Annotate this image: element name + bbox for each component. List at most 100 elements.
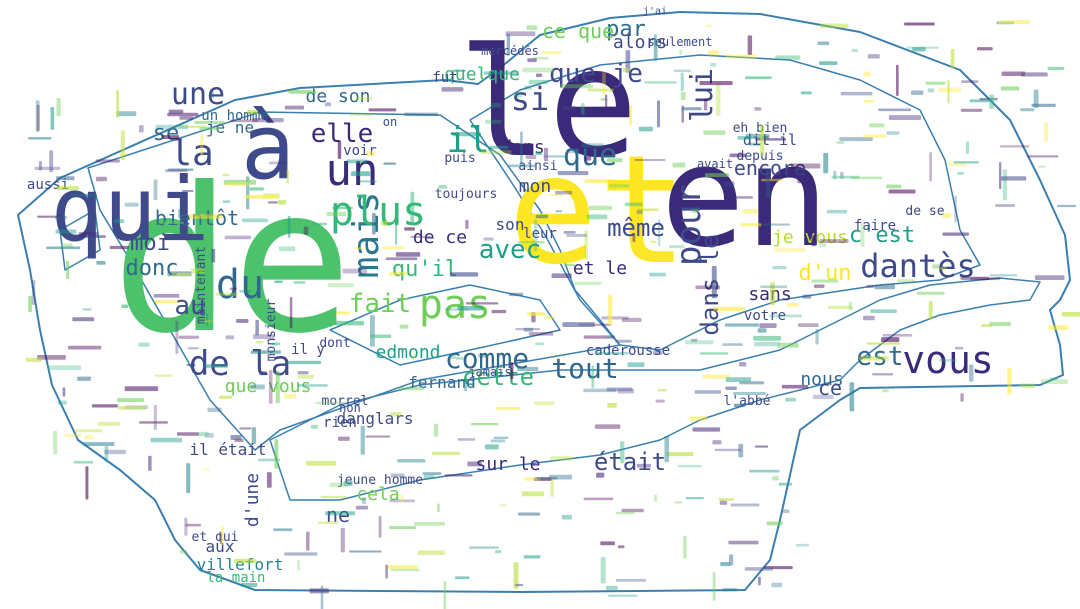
filler-mark bbox=[315, 401, 347, 405]
filler-mark bbox=[595, 351, 629, 355]
filler-mark bbox=[819, 61, 838, 65]
filler-mark bbox=[733, 403, 745, 408]
filler-mark bbox=[85, 466, 89, 500]
filler-mark bbox=[178, 335, 200, 339]
filler-mark bbox=[343, 481, 353, 486]
filler-mark bbox=[638, 208, 659, 211]
filler-mark bbox=[432, 451, 460, 456]
filler-mark bbox=[369, 315, 375, 347]
filler-mark bbox=[510, 362, 514, 380]
filler-mark bbox=[954, 195, 957, 223]
filler-mark bbox=[624, 202, 643, 207]
filler-mark bbox=[881, 337, 900, 343]
filler-mark bbox=[1061, 311, 1080, 317]
filler-mark bbox=[555, 210, 563, 213]
cloud-word: qui bbox=[51, 158, 210, 261]
filler-mark bbox=[490, 102, 502, 108]
filler-mark bbox=[753, 335, 782, 341]
filler-mark bbox=[1000, 145, 1030, 148]
filler-mark bbox=[279, 246, 296, 252]
cloud-word: comme bbox=[445, 342, 529, 375]
cloud-word: cela bbox=[356, 484, 399, 505]
filler-mark bbox=[812, 394, 834, 400]
cloud-word: il était bbox=[189, 440, 266, 459]
filler-mark bbox=[267, 201, 278, 204]
filler-mark bbox=[274, 439, 279, 469]
cloud-word: fernand bbox=[408, 373, 475, 392]
filler-mark bbox=[617, 545, 625, 549]
filler-mark bbox=[465, 219, 469, 230]
filler-mark bbox=[360, 425, 365, 455]
cloud-word: on bbox=[383, 115, 397, 129]
filler-mark bbox=[725, 386, 737, 391]
filler-mark bbox=[1057, 204, 1077, 208]
filler-mark bbox=[464, 377, 468, 392]
filler-mark bbox=[979, 97, 998, 101]
cloud-word: la bbox=[170, 133, 213, 174]
filler-mark bbox=[36, 104, 40, 131]
filler-mark bbox=[368, 108, 397, 112]
filler-mark bbox=[726, 196, 753, 199]
filler-mark bbox=[596, 472, 605, 478]
filler-mark bbox=[627, 362, 645, 368]
filler-mark bbox=[84, 435, 94, 440]
filler-mark bbox=[722, 587, 738, 592]
filler-mark bbox=[109, 245, 129, 250]
filler-mark bbox=[764, 566, 793, 570]
filler-mark bbox=[515, 327, 541, 331]
filler-mark bbox=[702, 374, 730, 379]
filler-mark bbox=[730, 503, 760, 507]
filler-mark bbox=[549, 474, 573, 480]
filler-mark bbox=[748, 142, 762, 146]
filler-mark bbox=[223, 179, 257, 185]
filler-mark bbox=[188, 213, 223, 219]
filler-mark bbox=[888, 115, 922, 121]
cloud-word: sur le bbox=[475, 454, 540, 475]
cloud-word: monsieur bbox=[264, 299, 279, 362]
cloud-word: quelque bbox=[444, 64, 520, 85]
filler-mark bbox=[739, 381, 765, 385]
filler-mark bbox=[337, 436, 350, 441]
filler-mark bbox=[469, 546, 499, 549]
filler-mark bbox=[204, 433, 214, 438]
filler-mark bbox=[477, 353, 487, 358]
filler-mark bbox=[395, 219, 398, 245]
filler-mark bbox=[186, 363, 196, 367]
cloud-word: fut bbox=[432, 70, 457, 86]
filler-mark bbox=[444, 308, 469, 311]
filler-mark bbox=[715, 82, 721, 116]
filler-mark bbox=[37, 215, 63, 218]
cloud-word: leur bbox=[523, 226, 557, 242]
filler-mark bbox=[960, 393, 964, 402]
filler-mark bbox=[652, 350, 663, 355]
filler-mark bbox=[757, 328, 767, 333]
filler-mark bbox=[600, 556, 606, 584]
filler-mark bbox=[400, 494, 404, 503]
filler-mark bbox=[385, 564, 388, 579]
filler-mark bbox=[306, 460, 337, 466]
filler-mark bbox=[202, 468, 211, 471]
cloud-word: je vous bbox=[772, 227, 848, 248]
filler-mark bbox=[929, 152, 932, 182]
filler-mark bbox=[583, 388, 617, 393]
filler-mark bbox=[168, 168, 194, 171]
filler-mark bbox=[95, 176, 107, 182]
filler-mark bbox=[1001, 71, 1026, 76]
filler-mark bbox=[535, 151, 542, 155]
filler-mark bbox=[306, 531, 310, 551]
filler-mark bbox=[666, 452, 694, 457]
filler-mark bbox=[399, 324, 409, 329]
filler-mark bbox=[297, 374, 314, 379]
cloud-word: j'ai bbox=[643, 6, 667, 17]
filler-mark bbox=[995, 204, 1016, 207]
filler-mark bbox=[452, 132, 482, 137]
filler-mark bbox=[673, 69, 692, 72]
filler-mark bbox=[453, 69, 466, 72]
filler-mark bbox=[104, 449, 126, 455]
filler-mark bbox=[55, 229, 77, 234]
filler-mark bbox=[524, 85, 532, 91]
filler-mark bbox=[165, 169, 188, 173]
filler-mark bbox=[886, 131, 900, 135]
filler-mark bbox=[563, 230, 576, 234]
